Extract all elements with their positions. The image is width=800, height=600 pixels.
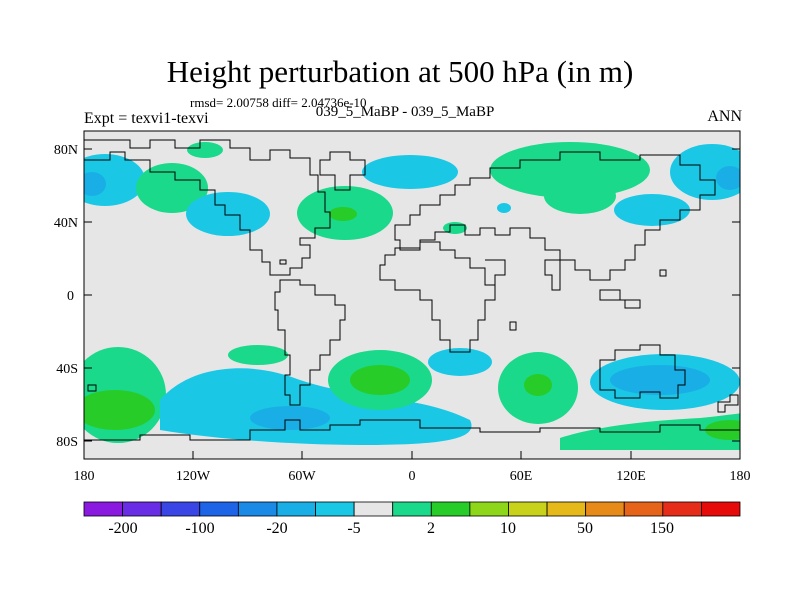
anomaly-positive: [228, 345, 288, 365]
lon-ticks: [83, 451, 741, 459]
colorbar-box: [199, 501, 239, 517]
anomaly-negative: [497, 203, 511, 213]
colorbar-label: 50: [577, 520, 593, 537]
north-america-coast: [84, 139, 331, 276]
colorbar-label: 2: [427, 520, 435, 537]
lon-label: 0: [409, 469, 416, 484]
colorbar-label: 150: [650, 520, 674, 537]
lon-labels: 180 120W 60W 0 60E 120E 180: [74, 469, 751, 484]
colorbar-labels: -200 -100 -20 -5 2 10 50 150: [108, 520, 674, 537]
anomaly-negative: [160, 368, 472, 445]
coastlines: [84, 139, 740, 441]
colorbar-label: 10: [500, 520, 516, 537]
colorbar-box: [122, 501, 162, 517]
india-coast: [544, 259, 561, 291]
anomaly-negative: [610, 365, 710, 395]
colorbar-box: [276, 501, 316, 517]
australia-coast: [599, 344, 686, 399]
anomaly-negative: [670, 144, 740, 200]
africa-coast: [379, 241, 496, 353]
south-america-coast: [274, 279, 346, 406]
greenland-coast: [319, 151, 366, 191]
anomaly-negative: [186, 192, 270, 236]
case-label: 039_5_MaBP - 039_5_MaBP: [315, 104, 495, 120]
anomaly-positive: [84, 390, 155, 430]
anomaly-negative: [716, 166, 740, 190]
anomaly-positive: [490, 142, 650, 198]
rmsd-diff-stats: rmsd= 2.00758 diff= 2.04736e-10: [190, 95, 367, 110]
anomaly-positive: [524, 374, 552, 396]
lon-label: 120W: [176, 469, 211, 484]
colorbar-box: [546, 501, 587, 517]
anomaly-negative: [250, 406, 330, 430]
colorbar-box: [392, 501, 432, 517]
anomaly-negative: [614, 194, 690, 226]
colorbar-box: [701, 501, 741, 517]
colorbar-label: -5: [347, 520, 360, 537]
lat-labels: 80N 40N 0 40S 80S: [54, 143, 78, 450]
island: [279, 259, 287, 265]
antarctica-coast: [84, 419, 740, 441]
colorbar-box: [623, 501, 664, 517]
colorbar: [83, 501, 741, 517]
island: [87, 384, 97, 392]
lat-ticks: [84, 148, 740, 442]
lon-label: 120E: [616, 469, 646, 484]
season-label: ANN: [707, 108, 742, 125]
colorbar-label: -100: [185, 520, 214, 537]
colorbar-label: -200: [108, 520, 137, 537]
colorbar-box: [469, 501, 509, 517]
colorbar-box: [160, 501, 201, 517]
colorbar-box: [315, 501, 355, 517]
island: [659, 269, 667, 277]
anomaly-positive: [136, 163, 208, 213]
island: [509, 321, 517, 331]
lon-label: 180: [730, 469, 751, 484]
experiment-label: Expt = texvi1-texvi: [84, 110, 209, 127]
colorbar-label: -20: [266, 520, 287, 537]
lat-label: 40N: [54, 216, 78, 231]
map-title: Height perturbation at 500 hPa (in m): [166, 54, 634, 89]
lat-label: 40S: [56, 362, 78, 377]
contour-fields: [84, 142, 740, 450]
colorbar-box: [237, 501, 278, 517]
eurasia-coast: [394, 151, 716, 281]
lat-label: 0: [67, 289, 74, 304]
colorbar-box: [83, 501, 123, 517]
lat-label: 80N: [54, 143, 78, 158]
lat-label: 80S: [56, 435, 78, 450]
indonesia-coast: [599, 289, 641, 309]
colorbar-box: [662, 501, 702, 517]
lon-label: 180: [74, 469, 95, 484]
anomaly-negative: [428, 348, 492, 376]
colorbar-box: [353, 501, 394, 517]
anomaly-positive: [544, 178, 616, 214]
lon-label: 60W: [288, 469, 316, 484]
colorbar-box: [430, 501, 471, 517]
anomaly-positive: [187, 142, 223, 158]
anomaly-negative: [362, 155, 458, 189]
colorbar-box: [585, 501, 625, 517]
colorbar-box: [508, 501, 548, 517]
lon-label: 60E: [510, 469, 533, 484]
anomaly-negative: [84, 172, 106, 196]
arabia-coast: [485, 259, 506, 285]
anomaly-positive: [329, 207, 357, 221]
new-zealand-coast: [717, 394, 739, 413]
anomaly-positive: [350, 365, 410, 395]
